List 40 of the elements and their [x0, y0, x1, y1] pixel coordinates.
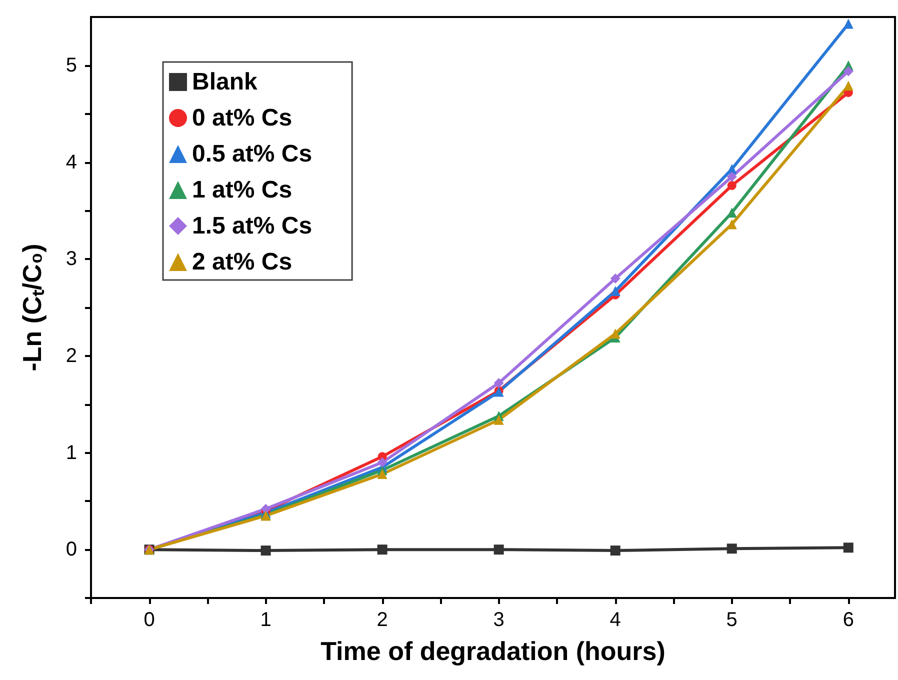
- point: [494, 544, 504, 555]
- point: [843, 18, 854, 29]
- x-tick-label: 5: [726, 609, 738, 631]
- point: [726, 544, 737, 554]
- point: [494, 414, 504, 425]
- legend-label: 1 at% Cs: [192, 176, 292, 204]
- y-tick-label: 0: [66, 538, 77, 561]
- point: [727, 180, 736, 190]
- point: [843, 80, 854, 91]
- legend-label: 0 at% Cs: [192, 104, 292, 132]
- legend-label: 1.5 at% Cs: [192, 212, 312, 240]
- legend-label: 0.5 at% Cs: [192, 140, 312, 168]
- legend-label: Blank: [192, 68, 258, 96]
- x-axis-title: Time of degradation (hours): [320, 636, 666, 666]
- point: [610, 273, 620, 284]
- point: [610, 546, 620, 556]
- y-tick-label: 3: [66, 248, 77, 270]
- y-axis-title: -Ln (Cₜ/C₀): [17, 244, 47, 372]
- point: [726, 172, 737, 182]
- point: [377, 457, 388, 468]
- point: [377, 544, 388, 555]
- x-tick-label: 6: [842, 609, 854, 631]
- point: [610, 328, 620, 339]
- x-tick-label: 2: [376, 609, 388, 631]
- x-tick-label: 0: [144, 609, 155, 631]
- point: [843, 66, 854, 76]
- legend-label: 2 at% Cs: [192, 248, 292, 276]
- x-tick-label: 3: [493, 609, 504, 631]
- point: [610, 286, 620, 296]
- point: [494, 378, 504, 388]
- y-tick-label: 2: [66, 344, 77, 367]
- y-tick-label: 1: [66, 442, 77, 464]
- y-tick-label: 5: [66, 54, 77, 76]
- y-tick-label: 4: [66, 151, 77, 174]
- point: [260, 504, 271, 514]
- x-tick-label: 4: [610, 609, 621, 631]
- point: [260, 546, 271, 556]
- x-tick-label: 1: [260, 609, 272, 631]
- point: [843, 542, 854, 553]
- point: [377, 469, 388, 480]
